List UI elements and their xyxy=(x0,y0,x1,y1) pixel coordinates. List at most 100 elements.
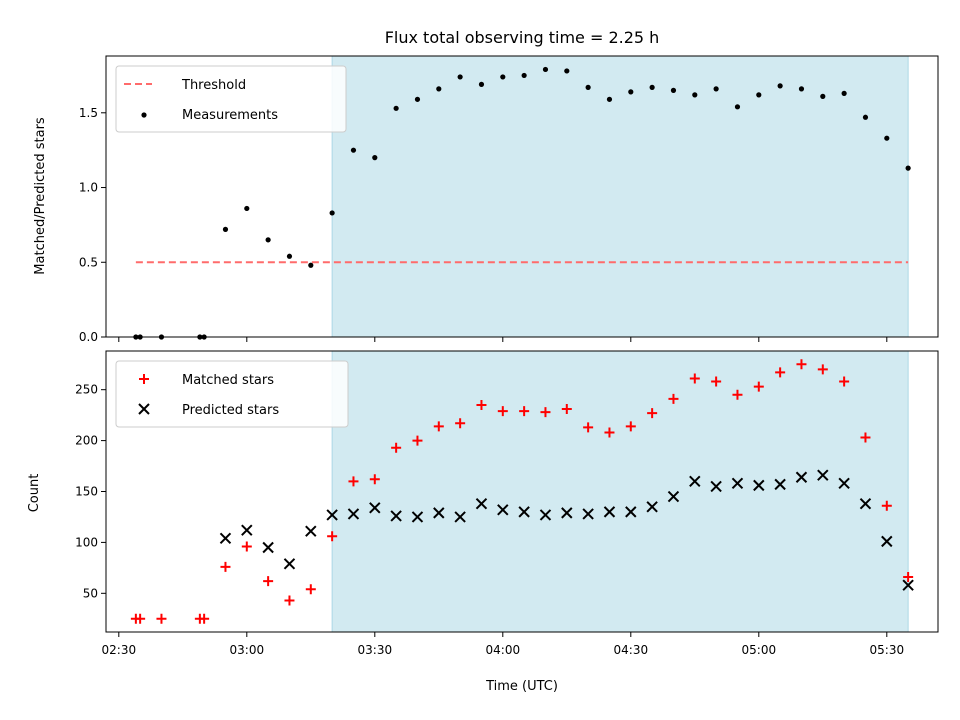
matched-star-point xyxy=(860,432,871,443)
legend-key-measurements xyxy=(141,112,147,118)
measurement-point xyxy=(542,66,549,73)
predicted-star-point xyxy=(753,479,765,492)
measurement-point xyxy=(244,205,250,212)
predicted-star-point xyxy=(774,478,786,491)
matched-star-point xyxy=(327,531,338,542)
legend-key-predicted xyxy=(138,403,150,415)
matched-star-point xyxy=(647,408,658,419)
matched-star-point xyxy=(220,561,231,572)
x-tick-label: 03:30 xyxy=(358,643,393,657)
observing-span xyxy=(331,350,909,633)
matched-star-point xyxy=(263,576,274,587)
y-tick-label: 50 xyxy=(83,586,98,600)
predicted-star-point xyxy=(411,511,424,523)
measurement-point xyxy=(692,92,698,98)
measurement-point xyxy=(884,135,890,141)
matched-star-point xyxy=(775,367,786,378)
predicted-star-point xyxy=(795,471,808,483)
matched-star-point xyxy=(135,613,146,624)
measurement-point xyxy=(734,104,741,110)
matched-star-point xyxy=(156,613,167,624)
measurement-point xyxy=(798,86,805,92)
matched-star-point xyxy=(903,572,914,583)
measurement-point xyxy=(756,92,762,98)
predicted-star-point xyxy=(817,469,829,481)
matched-star-point xyxy=(391,442,402,453)
measurement-point xyxy=(286,253,293,259)
matched-star-point xyxy=(519,406,530,417)
measurement-point xyxy=(841,90,847,96)
matched-star-point xyxy=(817,364,828,375)
predicted-star-point xyxy=(433,507,445,519)
predicted-star-point xyxy=(902,579,914,591)
predicted-star-point xyxy=(518,506,530,518)
matched-star-point xyxy=(540,407,551,418)
y-tick-label: 1.5 xyxy=(79,106,98,120)
measurement-point xyxy=(670,87,677,93)
matched-star-point xyxy=(839,376,850,387)
matched-star-point xyxy=(476,399,487,410)
predicted-star-point xyxy=(305,525,317,537)
axes-frame xyxy=(105,350,939,633)
legend-label: Measurements xyxy=(182,108,278,123)
measurement-point xyxy=(777,83,783,89)
chart-title: Flux total observing time = 2.25 h xyxy=(385,28,660,47)
top-y-axis-label: Matched/Predicted stars xyxy=(33,117,48,275)
x-tick-label: 04:30 xyxy=(614,643,649,657)
measurement-point xyxy=(585,84,591,90)
legend: Threshold Measurements xyxy=(115,65,347,133)
x-tick-label: 04:00 xyxy=(486,643,521,657)
predicted-star-point xyxy=(582,508,594,520)
matched-star-point xyxy=(625,421,636,432)
bottom-y-axis-label: Count xyxy=(27,474,42,513)
bottom-panel: 50 100 150 200 250 02:30 03:00 03:30 04:00 04:30 0… xyxy=(75,350,939,657)
matched-star-point xyxy=(369,474,380,485)
legend-label: Threshold xyxy=(181,78,246,93)
matched-star-point xyxy=(583,422,594,433)
predicted-star-point xyxy=(369,502,381,514)
y-tick-label: 200 xyxy=(75,434,98,448)
x-tick-label: 05:00 xyxy=(742,643,777,657)
measurement-point xyxy=(905,165,911,171)
predicted-star-point xyxy=(731,477,744,490)
predicted-star-point xyxy=(262,541,274,554)
legend: Matched stars Predicted stars xyxy=(115,360,349,428)
plot-layer: 0.0 0.5 1.0 1.5 Threshold Measurements 50 100 15… xyxy=(75,55,939,657)
predicted-star-point xyxy=(454,511,466,523)
legend-label: Predicted stars xyxy=(182,403,279,418)
measurement-point xyxy=(222,226,229,232)
matched-star-point xyxy=(305,584,316,595)
y-tick-label: 150 xyxy=(75,485,98,499)
matched-star-point xyxy=(711,376,722,387)
measurement-point xyxy=(564,68,570,74)
measurement-point xyxy=(649,84,655,90)
y-tick-label: 250 xyxy=(75,383,98,397)
predicted-star-point xyxy=(219,532,232,545)
predicted-star-point xyxy=(603,506,616,518)
top-panel: 0.0 0.5 1.0 1.5 Threshold Measurements xyxy=(79,55,939,344)
measurement-point xyxy=(414,96,421,102)
measurement-point xyxy=(265,237,271,243)
predicted-star-point xyxy=(667,490,680,503)
predicted-star-point xyxy=(625,506,637,518)
predicted-star-point xyxy=(881,535,893,548)
matched-star-point xyxy=(796,359,807,370)
legend-box xyxy=(115,360,349,428)
matched-star-point xyxy=(753,381,764,392)
measurement-point xyxy=(308,262,314,268)
measurement-point xyxy=(436,86,442,92)
predicted-star-point xyxy=(646,501,658,513)
x-tick-label: 05:30 xyxy=(870,643,905,657)
measurement-point xyxy=(350,147,357,153)
measurement-point xyxy=(628,89,634,95)
measurement-point xyxy=(329,210,335,216)
measurement-point xyxy=(606,96,613,102)
measurement-point xyxy=(457,74,463,80)
measurement-point xyxy=(713,86,719,92)
legend-box xyxy=(115,65,347,133)
predicted-star-point xyxy=(689,475,701,488)
y-tick-label: 0.0 xyxy=(79,330,98,344)
matched-star-point xyxy=(881,500,892,511)
measurement-point xyxy=(393,105,399,111)
matched-star-point xyxy=(348,476,359,487)
